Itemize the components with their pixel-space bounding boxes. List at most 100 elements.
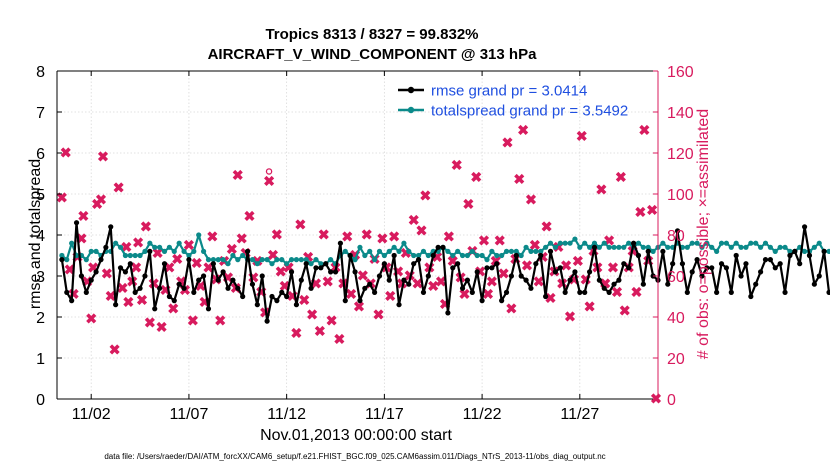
rmse-point [792, 248, 798, 254]
obs-assimilated-marker: ✖ [76, 231, 88, 247]
totalspread-point [362, 252, 368, 259]
obs-assimilated-marker: ✖ [556, 276, 568, 292]
rmse-point [88, 277, 94, 283]
obs-assimilated-marker: ✖ [521, 257, 533, 273]
totalspread-point [723, 240, 730, 246]
obs-assimilated-marker: ✖ [494, 233, 506, 249]
obs-assimilated-marker: ✖ [175, 274, 187, 290]
totalspread-point [484, 257, 490, 263]
rmse-point [240, 293, 246, 300]
totalspread-point [650, 248, 656, 254]
obs-assimilated-marker: ✖ [638, 122, 650, 138]
totalspread-point [83, 257, 89, 263]
obs-assimilated-marker: ✖ [619, 302, 631, 318]
rmse-point [582, 289, 588, 295]
totalspread-point [298, 257, 304, 263]
totalspread-point [816, 240, 822, 246]
rmse-point [157, 285, 163, 291]
obs-assimilated-marker: ✖ [572, 253, 584, 269]
totalspread-point [714, 248, 720, 254]
rmse-line [60, 221, 830, 323]
obs-assimilated-marker: ✖ [584, 298, 596, 314]
totalspread-point [782, 244, 788, 250]
totalspread-point [660, 240, 666, 246]
totalspread-point [401, 240, 407, 246]
totalspread-point [801, 248, 808, 254]
totalspread-point [93, 248, 99, 254]
rmse-point [425, 273, 431, 279]
y-tick-label-left: 2 [36, 310, 45, 327]
obs-assimilated-marker: ✖ [226, 241, 238, 257]
rmse-point [235, 285, 241, 291]
rmse-point [181, 285, 187, 291]
totalspread-point [367, 248, 373, 254]
y-tick-label-right: 100 [667, 187, 694, 204]
totalspread-point [562, 240, 568, 246]
totalspread-point [689, 240, 695, 246]
obs-assimilated-marker: ✖ [78, 208, 90, 224]
rmse-point [440, 244, 446, 250]
obs-assimilated-marker: ✖ [263, 173, 275, 189]
rmse-point [445, 310, 451, 316]
obs-assimilated-marker: ✖ [357, 268, 369, 284]
obs-assimilated-marker: ✖ [232, 167, 244, 183]
totalspread-point [635, 240, 642, 246]
rmse-point [767, 257, 773, 263]
rmse-point [679, 261, 686, 267]
obs-assimilated-marker: ✖ [603, 233, 615, 249]
totalspread-point [758, 244, 764, 250]
totalspread-point [455, 248, 461, 254]
rmse-point [528, 285, 534, 291]
rmse-point [821, 248, 827, 254]
obs-assimilated-marker: ✖ [117, 280, 129, 296]
obs-assimilated-marker: ✖ [412, 276, 424, 292]
totalspread-point [606, 244, 612, 250]
rmse-point [113, 302, 119, 308]
totalspread-point [748, 240, 754, 246]
totalspread-point [684, 244, 690, 250]
obs-assimilated-marker: ✖ [91, 196, 103, 212]
rmse-point [200, 273, 207, 279]
obs-assimilated-marker: ✖ [642, 253, 654, 269]
rmse-point [244, 248, 251, 254]
totalspread-point [582, 240, 588, 246]
obs-assimilated-marker: ✖ [64, 261, 76, 277]
obs-assimilated-marker: ✖ [408, 212, 420, 228]
x-tick-label: 11/27 [560, 406, 599, 423]
totalspread-point [469, 248, 475, 254]
obs-assimilated-marker: ✖ [478, 233, 490, 249]
rmse-point [513, 252, 519, 259]
rmse-point [284, 293, 290, 300]
totalspread-point [611, 244, 617, 250]
rmse-point [469, 289, 475, 295]
y-tick-label-left: 8 [36, 64, 45, 81]
rmse-point [254, 302, 260, 308]
rmse-point [328, 269, 334, 275]
obs-assimilated-marker: ✖ [564, 309, 576, 325]
legend-rmse-label: rmse grand pr = 3.0414 [431, 83, 587, 100]
y-tick-label-right: 0 [667, 392, 676, 409]
obs-assimilated-marker: ✖ [416, 222, 428, 238]
y-tick-label-right: 60 [667, 269, 685, 286]
rmse-point [782, 289, 788, 295]
totalspread-point [665, 244, 671, 250]
obs-assimilated-marker: ✖ [310, 276, 322, 292]
x-tick-label: 11/22 [463, 406, 502, 423]
rmse-point [420, 289, 427, 295]
obs-assimilated-marker: ✖ [576, 128, 588, 144]
rmse-point [435, 244, 441, 250]
y-tick-label-left: 4 [36, 228, 45, 245]
totalspread-point [557, 240, 563, 246]
totalspread-point [381, 252, 387, 259]
totalspread-point [313, 257, 319, 263]
rmse-point [811, 281, 817, 287]
rmse-point [640, 281, 646, 287]
obs-assimilated-marker: ✖ [267, 247, 279, 263]
rmse-point [635, 252, 642, 259]
totalspread-point [826, 248, 830, 254]
totalspread-point [772, 248, 778, 254]
obs-assimilated-marker: ✖ [545, 290, 557, 306]
obs-assimilated-marker: ✖ [646, 202, 658, 218]
